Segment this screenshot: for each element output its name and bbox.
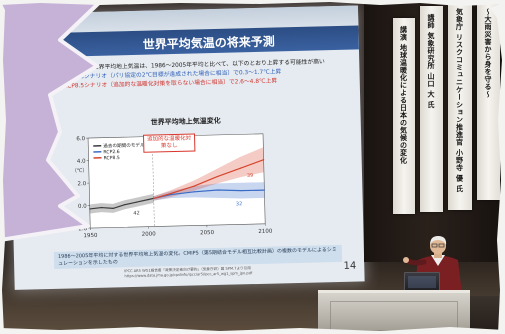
frame-top-edge <box>0 0 505 6</box>
frame-left-edge <box>0 0 6 334</box>
frame-bottom-edge <box>0 327 505 334</box>
frame-right-edge <box>490 0 505 334</box>
